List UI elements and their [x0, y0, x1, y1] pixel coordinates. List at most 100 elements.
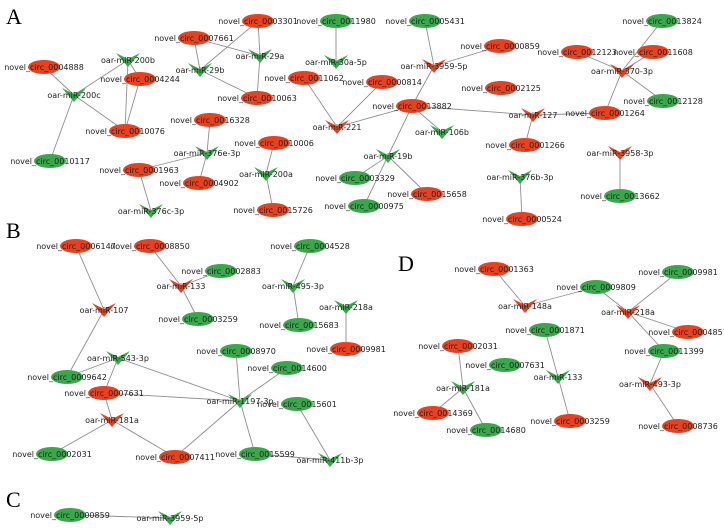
circrna-node-c10117[interactable]: novel_circ_0010117	[10, 154, 90, 168]
circrna-node-c2125[interactable]: novel_circ_0002125	[461, 81, 541, 95]
circrna-node-c6147[interactable]: novel_circ_0006147	[36, 239, 116, 253]
circrna-node-c975[interactable]: novel_circ_0000975	[324, 199, 404, 213]
circrna-node-c4902[interactable]: novel_circ_0004902	[159, 176, 239, 190]
circrna-node-c1963[interactable]: novel_circ_0001963	[99, 163, 179, 177]
circrna-node-c2031[interactable]: novel_circ_0002031	[12, 447, 92, 461]
mirna-node-d493[interactable]: oar-miR-493-3p	[619, 377, 681, 391]
circrna-node-c11062[interactable]: novel_circ_0011062	[264, 71, 344, 85]
circrna-node-c1264[interactable]: novel_circ_0001264	[565, 106, 645, 120]
mirna-node-m221[interactable]: oar-miR-221	[313, 120, 362, 134]
circrna-node-c13882[interactable]: novel_circ_0013882	[372, 99, 452, 113]
circrna-node-c814[interactable]: novel_circ_0000814	[342, 75, 422, 89]
circrna-ellipse	[417, 406, 449, 420]
circrna-node-c7631[interactable]: novel_circ_0007631	[64, 386, 144, 400]
mirna-node-m127[interactable]: oar-miR-127	[509, 108, 558, 122]
circrna-node-c15658[interactable]: novel_circ_0015658	[387, 187, 467, 201]
circrna-ellipse	[294, 239, 326, 253]
circrna-node-c13662[interactable]: novel_circ_0013662	[580, 189, 660, 203]
mirna-node-d133[interactable]: oar-miR-133	[534, 370, 583, 384]
circrna-node-c11980[interactable]: novel_circ_0011980	[296, 14, 376, 28]
circrna-node-c16328[interactable]: novel_circ_0016328	[170, 113, 250, 127]
node-label: novel_circ_0011399	[624, 347, 704, 356]
circrna-node-d14680[interactable]: novel_circ_0014680	[446, 423, 526, 437]
mirna-node-m543[interactable]: oar-miR-543-3p	[87, 351, 149, 365]
mirna-node-m19b[interactable]: oar-miR-19b	[364, 149, 413, 163]
circrna-node-c15683[interactable]: novel_circ_0015683	[259, 318, 339, 332]
mirna-node-m133[interactable]: oar-miR-133	[157, 279, 206, 293]
mirna-node-m376c[interactable]: oar-miR-376c-3p	[118, 204, 184, 218]
node-label: oar-miR-376c-3p	[118, 207, 184, 216]
circrna-node-d7631[interactable]: novel_circ_0007631	[465, 358, 545, 372]
node-label: novel_circ_0007661	[154, 34, 234, 43]
mirna-node-m30a[interactable]: oar-miR-30a-5p	[305, 55, 367, 69]
circrna-node-c859[interactable]: novel_circ_0000859	[460, 39, 540, 53]
circrna-node-c12123[interactable]: novel_circ_0012123	[537, 45, 617, 59]
node-label: novel_circ_0002125	[461, 84, 541, 93]
circrna-node-c9981[interactable]: novel_circ_0009981	[306, 342, 386, 356]
circrna-node-c2883[interactable]: novel_circ_0002883	[181, 264, 261, 278]
circrna-ellipse	[339, 171, 371, 185]
mirna-node-m107[interactable]: oar-miR-107	[80, 303, 129, 317]
circrna-node-d2031[interactable]: novel_circ_0002031	[418, 339, 498, 353]
circrna-node-c14600[interactable]: novel_circ_0014600	[247, 361, 327, 375]
circrna-node-c10063[interactable]: novel_circ_0010063	[217, 91, 297, 105]
mirna-node-m218a[interactable]: oar-miR-218a	[319, 300, 373, 314]
mirna-node-m376e[interactable]: oar-miR-376e-3p	[174, 146, 241, 160]
circrna-node-c15726[interactable]: novel_circ_0015726	[233, 203, 313, 217]
circrna-node-d14369[interactable]: novel_circ_0014369	[393, 406, 473, 420]
mirna-node-m29b[interactable]: oar-miR-29b	[176, 63, 225, 77]
circrna-node-c8850[interactable]: novel_circ_0008850	[110, 239, 190, 253]
circrna-node-d11399[interactable]: novel_circ_0011399	[624, 344, 704, 358]
mirna-node-m106b[interactable]: oar-miR-106b	[415, 125, 469, 139]
circrna-node-c4888[interactable]: novel_circ_0004888	[4, 60, 84, 74]
node-label: novel_circ_0001266	[485, 141, 565, 150]
mirna-chevron	[616, 305, 640, 319]
mirna-node-m370[interactable]: oar-miR-370-3p	[591, 64, 653, 78]
circrna-node-c3301[interactable]: novel_circ_0003301	[218, 14, 298, 28]
circrna-node-d8736[interactable]: novel_circ_0008736	[638, 419, 718, 433]
mirna-node-m411b[interactable]: oar-miR-411b-3p	[297, 453, 364, 467]
circrna-node-c7661[interactable]: novel_circ_0007661	[154, 31, 234, 45]
circrna-node-d4857[interactable]: novel_circ_0004857	[648, 325, 724, 339]
circrna-node-c9642[interactable]: novel_circ_0009642	[27, 370, 107, 384]
circrna-node-c3329[interactable]: novel_circ_0003329	[315, 171, 395, 185]
circrna-node-c8970[interactable]: novel_circ_0008970	[196, 344, 276, 358]
circrna-node-c11608[interactable]: novel_circ_0011608	[613, 45, 693, 59]
circrna-node-c4528[interactable]: novel_circ_0004528	[270, 239, 350, 253]
circrna-node-c15599[interactable]: novel_circ_0015599	[215, 447, 295, 461]
circrna-node-d1363[interactable]: novel_circ_0001363	[454, 262, 534, 276]
mirna-node-m181a[interactable]: oar-miR-181a	[85, 413, 139, 427]
mirna-node-m3959c[interactable]: oar-miR-3959-5p	[136, 511, 204, 525]
circrna-node-c10006[interactable]: novel_circ_0010006	[234, 136, 314, 150]
circrna-node-c12128[interactable]: novel_circ_0012128	[623, 94, 703, 108]
mirna-node-m376b[interactable]: oar-miR-376b-3p	[487, 170, 554, 184]
circrna-node-c1266[interactable]: novel_circ_0001266	[485, 138, 565, 152]
mirna-node-d181a[interactable]: oar-miR-181a	[436, 381, 490, 395]
circrna-node-c524[interactable]: novel_circ_0000524	[482, 212, 562, 226]
mirna-node-m200a[interactable]: oar-miR-200a	[239, 167, 293, 181]
mirna-node-d218a[interactable]: oar-miR-218a	[601, 305, 655, 319]
circrna-node-d9809[interactable]: novel_circ_0009809	[556, 280, 636, 294]
mirna-node-m200c[interactable]: oar-miR-200c	[47, 88, 101, 102]
circrna-node-d1871[interactable]: novel_circ_0001871	[505, 323, 585, 337]
mirna-node-m3958[interactable]: oar-miR-3958-3p	[586, 146, 654, 160]
circrna-node-d9981[interactable]: novel_circ_0009981	[638, 265, 718, 279]
circrna-node-c3259[interactable]: novel_circ_0003259	[158, 312, 238, 326]
mirna-node-m29a[interactable]: oar-miR-29a	[236, 49, 285, 63]
circrna-node-c10076[interactable]: novel_circ_0010076	[85, 124, 165, 138]
circrna-node-c13824[interactable]: novel_circ_0013824	[622, 14, 702, 28]
mirna-node-m3959[interactable]: oar-miR-3959-5p	[400, 59, 468, 73]
mirna-node-m495[interactable]: oar-miR-495-3p	[262, 279, 324, 293]
mirna-node-m200b[interactable]: oar-miR-200b	[101, 53, 155, 67]
mirna-node-m1197[interactable]: oar-miR-1197-3p	[206, 394, 274, 408]
circrna-ellipse	[320, 14, 352, 28]
node-label: novel_circ_0001363	[454, 265, 534, 274]
circrna-node-c5431[interactable]: novel_circ_0005431	[385, 14, 465, 28]
circrna-ellipse	[411, 187, 443, 201]
circrna-node-c7411[interactable]: novel_circ_0007411	[135, 450, 215, 464]
circrna-node-d3259[interactable]: novel_circ_0003259	[530, 414, 610, 428]
circrna-node-c4244[interactable]: novel_circ_0004244	[100, 72, 180, 86]
mirna-node-d148a[interactable]: oar-miR-148a	[498, 299, 552, 313]
circrna-node-c859c[interactable]: novel_circ_0000859	[30, 508, 110, 522]
circrna-node-c15601[interactable]: novel_circ_0015601	[257, 397, 337, 411]
